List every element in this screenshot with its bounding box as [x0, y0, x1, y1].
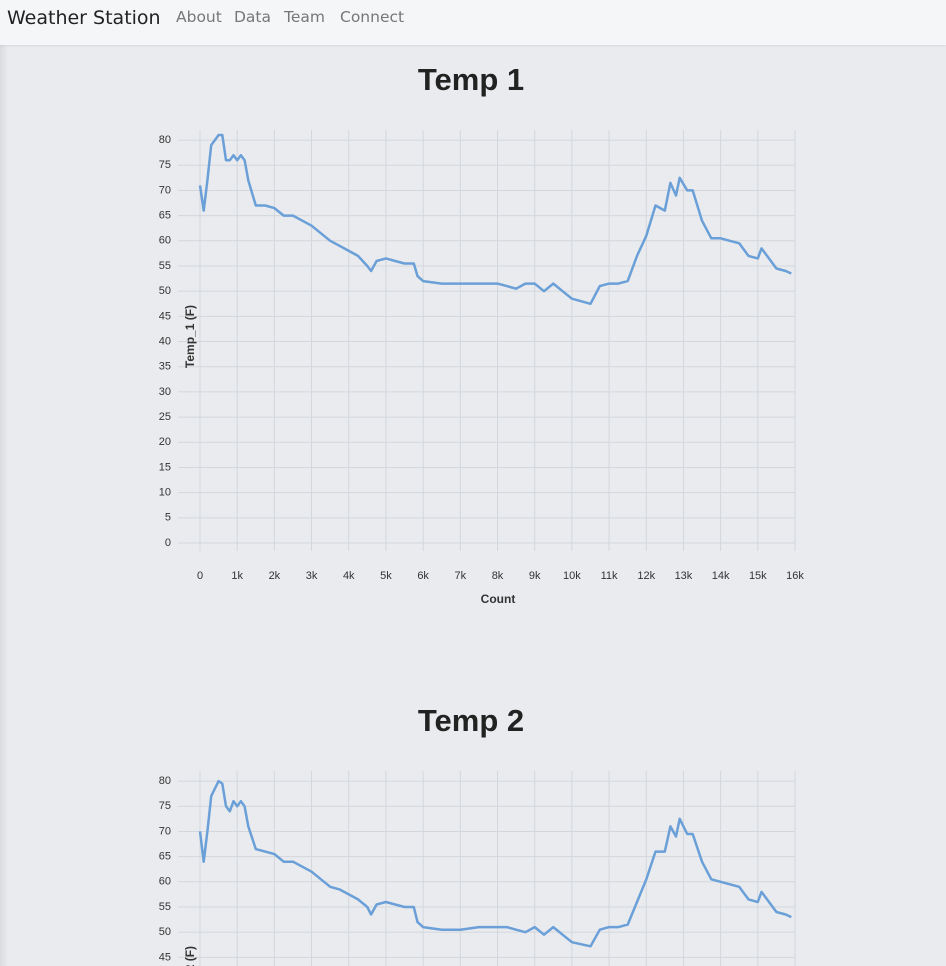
x-tick-label: 5k	[380, 570, 392, 582]
x-tick-label: 10k	[563, 570, 581, 582]
y-axis-label: Temp_1 (F)	[183, 305, 197, 368]
chart: Temp 2 45 50 55 60 65 70 75 80 Temp_2 (F)	[159, 703, 796, 966]
x-tick-label: 13k	[675, 570, 693, 582]
x-tick-label: 16k	[786, 570, 804, 582]
y-tick-label: 70	[159, 825, 171, 837]
nav-link[interactable]: Team	[284, 8, 325, 26]
y-tick-label: 55	[159, 260, 171, 272]
x-tick-label: 8k	[492, 570, 504, 582]
x-tick-label: 12k	[637, 570, 655, 582]
navbar: Weather Station About Data Team Connect	[0, 0, 946, 45]
charts: Temp 1 0 5 10 15 20 25 30 35 40 45 50 55 60 65 70 75 80 0 1…	[159, 62, 805, 966]
y-tick-label: 50	[159, 285, 171, 297]
y-tick-label: 30	[159, 386, 171, 398]
y-tick-label: 50	[159, 926, 171, 938]
chart: Temp 1 0 5 10 15 20 25 30 35 40 45 50 55 60 65 70 75 80 0 1…	[159, 62, 805, 606]
y-tick-label: 10	[159, 487, 171, 499]
x-tick-label: 4k	[343, 570, 355, 582]
y-tick-label: 15	[159, 461, 171, 473]
y-tick-label: 75	[159, 159, 171, 171]
x-tick-label: 0	[197, 570, 203, 582]
y-tick-label: 65	[159, 851, 171, 863]
data-line	[198, 133, 792, 306]
y-tick-label: 25	[159, 411, 171, 423]
y-tick-label: 35	[159, 361, 171, 373]
x-tick-label: 2k	[269, 570, 281, 582]
y-tick-label: 5	[165, 512, 171, 524]
nav-link[interactable]: Data	[234, 8, 272, 26]
y-tick-label: 0	[165, 537, 171, 549]
x-tick-label: 6k	[417, 570, 429, 582]
y-tick-label: 20	[159, 436, 171, 448]
x-tick-label: 7k	[455, 570, 467, 582]
x-tick-label: 11k	[601, 570, 618, 582]
y-tick-label: 80	[159, 775, 171, 787]
x-axis-label: Count	[481, 592, 516, 606]
brand[interactable]: Weather Station	[7, 7, 161, 29]
x-tick-label: 1k	[231, 570, 243, 582]
data-line	[198, 779, 792, 948]
x-tick-label: 15k	[749, 570, 767, 582]
y-tick-label: 45	[159, 310, 171, 322]
x-tick-label: 3k	[306, 570, 318, 582]
y-tick-label: 60	[159, 876, 171, 888]
x-tick-label: 14k	[712, 570, 730, 582]
y-tick-label: 60	[159, 235, 171, 247]
y-tick-label: 40	[159, 335, 171, 347]
y-tick-label: 45	[159, 951, 171, 963]
nav-link[interactable]: About	[176, 8, 222, 26]
y-tick-label: 80	[159, 134, 171, 146]
x-tick-label: 9k	[529, 570, 541, 582]
y-tick-label: 75	[159, 800, 171, 812]
chart-title: Temp 2	[418, 703, 524, 738]
y-tick-label: 55	[159, 901, 171, 913]
y-tick-label: 70	[159, 184, 171, 196]
side-shadow	[0, 45, 8, 966]
y-axis-label: Temp_2 (F)	[183, 946, 197, 966]
nav-link[interactable]: Connect	[340, 8, 405, 26]
chart-title: Temp 1	[418, 62, 524, 97]
y-tick-label: 65	[159, 210, 171, 222]
